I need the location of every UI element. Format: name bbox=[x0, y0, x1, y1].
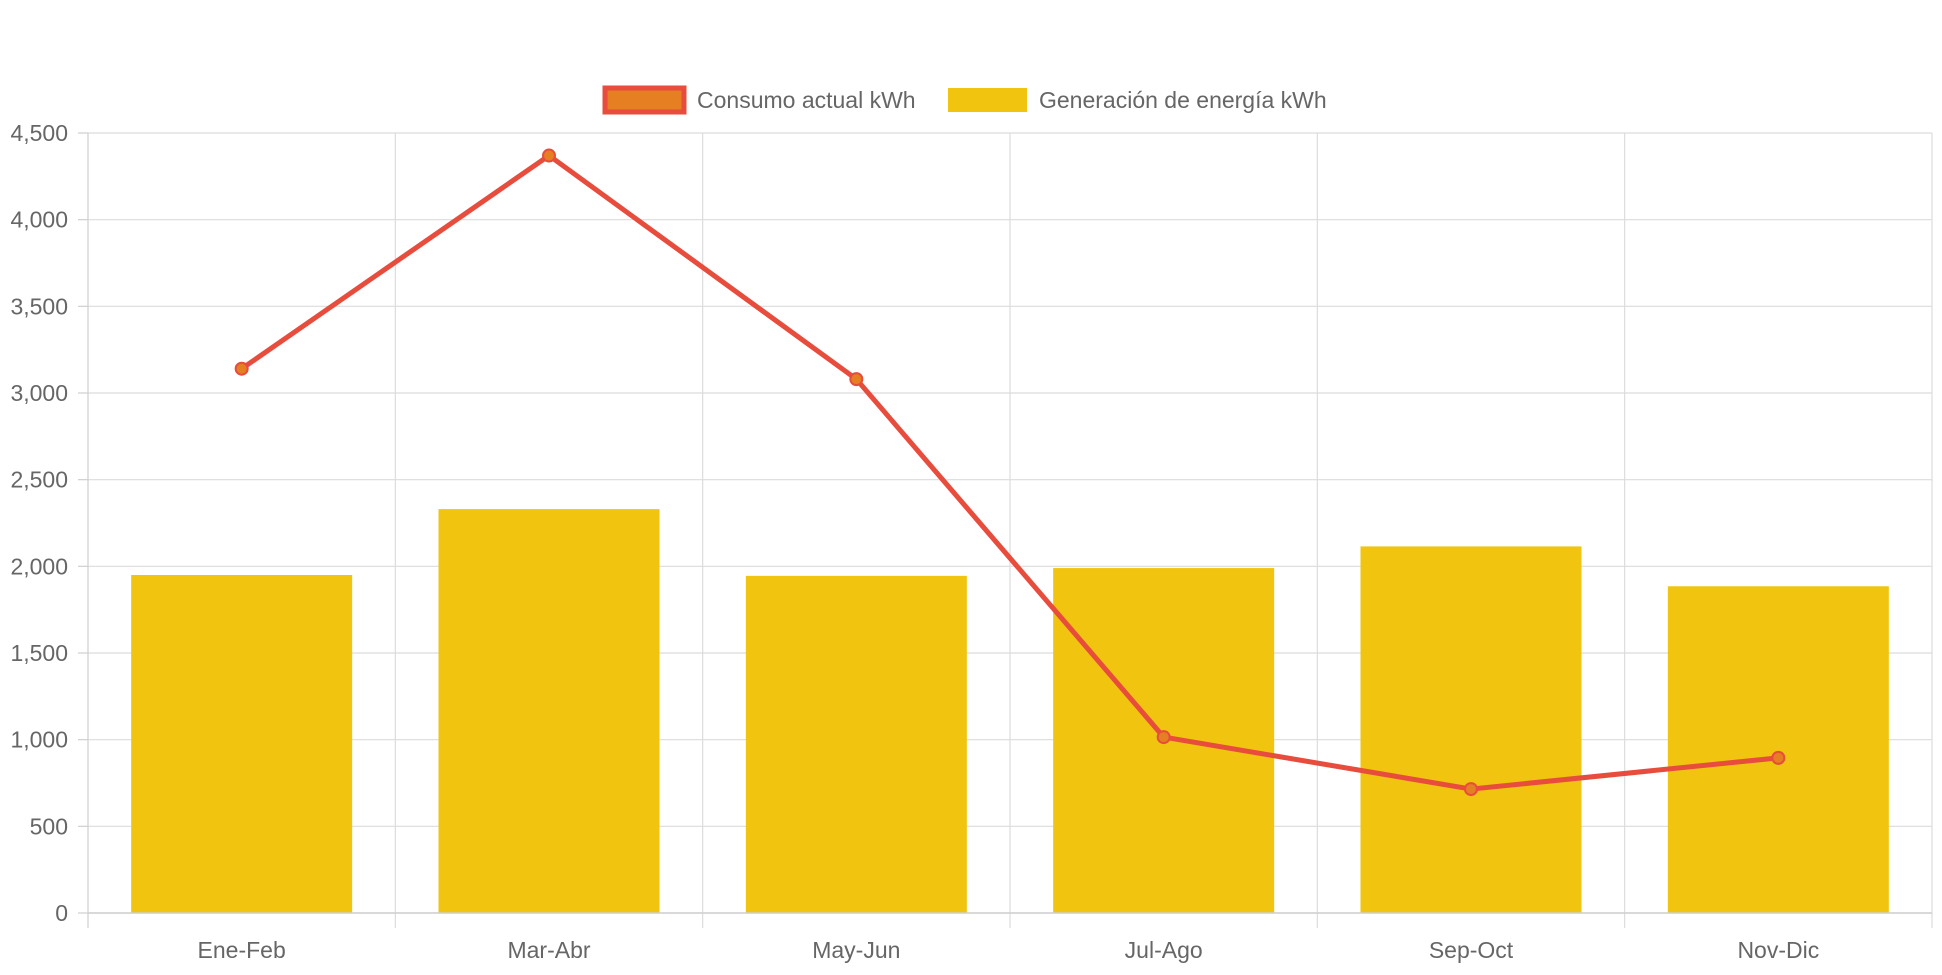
legend: Consumo actual kWh Generación de energía … bbox=[602, 85, 1327, 115]
y-tick-label: 2,000 bbox=[10, 553, 68, 579]
x-tick-label: Sep-Oct bbox=[1429, 937, 1514, 963]
x-tick-label: May-Jun bbox=[812, 937, 900, 963]
y-tick-label: 2,500 bbox=[10, 467, 68, 493]
bar-may-jun[interactable] bbox=[745, 575, 967, 913]
grid-lines bbox=[87, 132, 1933, 928]
bar-nov-dic[interactable] bbox=[1667, 586, 1889, 913]
legend-label-generacion[interactable]: Generación de energía kWh bbox=[1039, 87, 1327, 113]
y-tick-label: 0 bbox=[55, 900, 68, 926]
legend-label-consumo[interactable]: Consumo actual kWh bbox=[697, 87, 916, 113]
bar-sep-oct[interactable] bbox=[1360, 546, 1582, 913]
y-tick-label: 1,500 bbox=[10, 640, 68, 666]
consumo-point-nov-dic[interactable] bbox=[1771, 750, 1786, 765]
y-tick-label: 4,000 bbox=[10, 207, 68, 233]
line-series bbox=[234, 148, 1786, 797]
consumo-point-may-jun[interactable] bbox=[849, 372, 864, 387]
bar-series bbox=[131, 509, 1889, 913]
legend-swatch-generacion[interactable] bbox=[948, 88, 1027, 112]
y-tick-label: 3,000 bbox=[10, 380, 68, 406]
x-tick-label: Ene-Feb bbox=[198, 937, 286, 963]
bar-mar-abr[interactable] bbox=[438, 509, 660, 913]
y-tick-label: 4,500 bbox=[10, 120, 68, 146]
x-tick-label: Nov-Dic bbox=[1737, 937, 1819, 963]
consumo-point-jul-ago[interactable] bbox=[1156, 730, 1171, 745]
x-tick-label: Jul-Ago bbox=[1125, 937, 1203, 963]
consumo-point-sep-oct[interactable] bbox=[1464, 782, 1478, 797]
consumo-point-mar-abr[interactable] bbox=[542, 148, 556, 163]
axes: 0 500 1,000 1,500 2,000 2,500 3,000 3,500 4,000 4… bbox=[10, 120, 1932, 963]
legend-swatch-consumo[interactable] bbox=[602, 85, 687, 115]
y-tick-label: 500 bbox=[30, 813, 68, 839]
bar-ene-feb[interactable] bbox=[131, 575, 353, 913]
y-tick-label: 1,000 bbox=[10, 727, 68, 753]
consumo-line bbox=[239, 153, 1781, 792]
consumo-point-ene-feb[interactable] bbox=[234, 361, 249, 376]
x-tick-label: Mar-Abr bbox=[507, 937, 590, 963]
y-tick-label: 3,500 bbox=[10, 293, 68, 319]
